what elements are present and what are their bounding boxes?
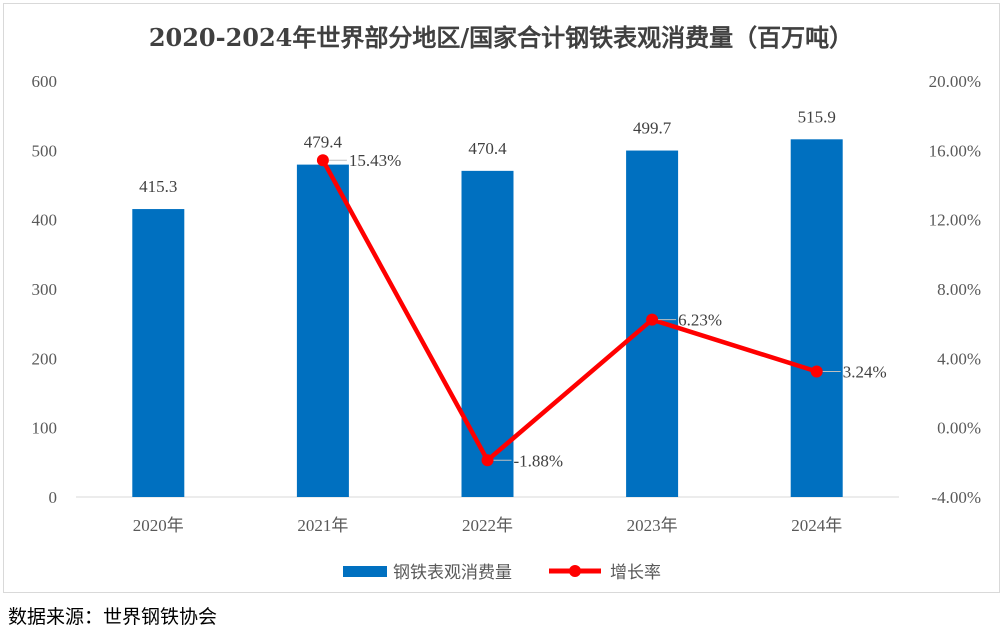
y-right-tick: -4.00% (931, 488, 981, 507)
y-right-tick: 0.00% (937, 419, 981, 438)
y-right-tick: 8.00% (937, 280, 981, 299)
x-tick: 2020年 (133, 516, 184, 535)
bar-series (132, 139, 843, 498)
bar-value-label: 499.7 (633, 119, 672, 138)
data-labels: 415.3 479.4 470.4 499.7 515.9 15.43% -1.88% 6.2… (139, 107, 886, 470)
y-left-tick: 0 (49, 488, 58, 507)
bar (296, 164, 349, 497)
y-left-tick: 500 (32, 141, 58, 160)
bar-value-label: 470.4 (468, 139, 507, 158)
bar (790, 139, 843, 497)
growth-value-label: 3.24% (843, 363, 887, 382)
bar-value-label: 515.9 (798, 107, 836, 126)
y-left-tick: 300 (32, 280, 58, 299)
x-tick: 2024年 (791, 516, 842, 535)
legend-line-marker (569, 565, 581, 577)
chart-svg: 2020-2024年世界部分地区/国家合计钢铁表观消费量（百万吨） 0 100 20… (32, 23, 982, 583)
bar (132, 209, 185, 498)
x-tick: 2023年 (627, 516, 678, 535)
axes-group: 0 100 200 300 400 500 600 -4.00% 0.00% 4.00% 8.00%… (32, 72, 982, 535)
x-tick: 2022年 (462, 516, 513, 535)
y-left-tick: 100 (32, 419, 58, 438)
legend-bar-swatch (343, 566, 387, 577)
growth-point (810, 365, 823, 378)
legend-line-label: 增长率 (610, 563, 661, 583)
bar-value-label: 479.4 (304, 133, 343, 152)
y-right-tick: 12.00% (929, 211, 981, 230)
growth-point (646, 313, 659, 326)
growth-point (481, 454, 494, 467)
x-tick: 2021年 (297, 516, 348, 535)
y-right-tick: 4.00% (937, 349, 981, 368)
bar (461, 170, 514, 497)
y-left-tick: 200 (32, 349, 58, 368)
growth-value-label: -1.88% (514, 451, 564, 470)
bar-value-label: 415.3 (139, 177, 177, 196)
y-left-tick: 600 (32, 72, 58, 91)
growth-value-label: 15.43% (349, 151, 401, 170)
chart-title: 2020-2024年世界部分地区/国家合计钢铁表观消费量（百万吨） (149, 23, 853, 52)
line-series (316, 154, 823, 467)
chart-frame: 2020-2024年世界部分地区/国家合计钢铁表观消费量（百万吨） 0 100 20… (3, 3, 1000, 593)
y-right-tick: 20.00% (929, 72, 981, 91)
y-left-tick: 400 (32, 211, 58, 230)
growth-value-label: 6.23% (678, 311, 722, 330)
y-right-tick: 16.00% (929, 141, 981, 160)
legend-bar-label: 钢铁表观消费量 (393, 563, 512, 583)
growth-line (320, 159, 818, 463)
legend: 钢铁表观消费量 增长率 (343, 563, 661, 583)
source-note: 数据来源：世界钢铁协会 (8, 606, 218, 628)
growth-point (316, 154, 329, 167)
